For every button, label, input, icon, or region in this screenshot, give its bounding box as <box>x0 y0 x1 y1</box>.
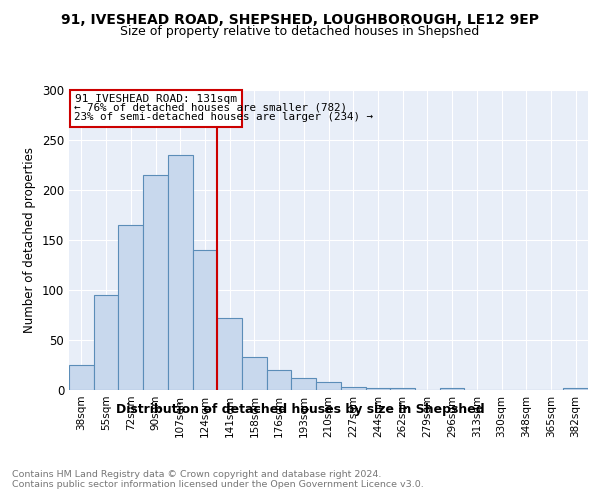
Bar <box>267 370 292 390</box>
Bar <box>563 388 588 390</box>
Bar <box>316 382 341 390</box>
Bar <box>69 365 94 390</box>
Bar <box>143 175 168 390</box>
Text: ← 76% of detached houses are smaller (782): ← 76% of detached houses are smaller (78… <box>74 103 347 113</box>
Text: Size of property relative to detached houses in Shepshed: Size of property relative to detached ho… <box>121 25 479 38</box>
Bar <box>217 318 242 390</box>
Bar <box>390 388 415 390</box>
Bar <box>168 155 193 390</box>
Text: 91, IVESHEAD ROAD, SHEPSHED, LOUGHBOROUGH, LE12 9EP: 91, IVESHEAD ROAD, SHEPSHED, LOUGHBOROUG… <box>61 12 539 26</box>
Y-axis label: Number of detached properties: Number of detached properties <box>23 147 37 333</box>
Bar <box>94 295 118 390</box>
Bar <box>292 378 316 390</box>
Bar <box>341 387 365 390</box>
Bar <box>118 225 143 390</box>
Bar <box>440 388 464 390</box>
Text: 91 IVESHEAD ROAD: 131sqm: 91 IVESHEAD ROAD: 131sqm <box>75 94 237 104</box>
Text: 23% of semi-detached houses are larger (234) →: 23% of semi-detached houses are larger (… <box>74 112 373 122</box>
Text: Distribution of detached houses by size in Shepshed: Distribution of detached houses by size … <box>116 402 484 415</box>
Bar <box>242 357 267 390</box>
Bar <box>365 388 390 390</box>
Text: Contains HM Land Registry data © Crown copyright and database right 2024.
Contai: Contains HM Land Registry data © Crown c… <box>12 470 424 490</box>
FancyBboxPatch shape <box>70 90 242 127</box>
Bar <box>193 250 217 390</box>
